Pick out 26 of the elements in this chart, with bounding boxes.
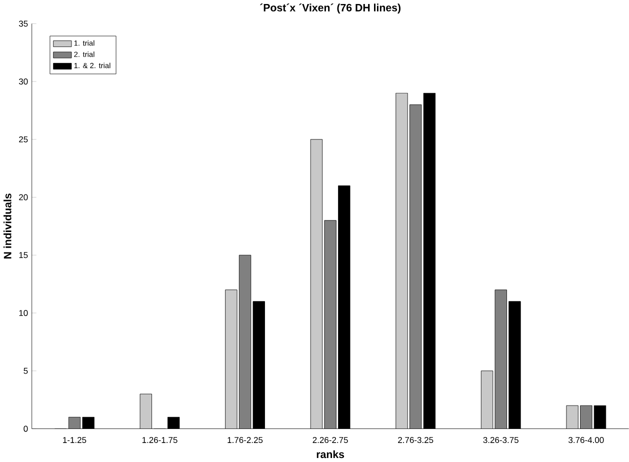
x-axis-title: ranks (316, 450, 344, 458)
x-tick-label: 1-1.25 (63, 437, 86, 444)
bar (495, 290, 507, 429)
y-tick-label: 30 (18, 78, 28, 85)
y-tick-label: 5 (24, 368, 28, 374)
y-tick-label: 15 (19, 252, 28, 258)
y-axis-title: N individuals (4, 194, 12, 259)
y-tick-label: 25 (19, 136, 28, 143)
x-tick-label: 1.76-2.25 (228, 437, 263, 444)
x-tick-label: 2.76-3.25 (398, 437, 434, 444)
x-tick-label: 2.26-2.75 (312, 437, 348, 444)
bar (82, 417, 94, 429)
x-tick-label: 3.76-4.00 (568, 437, 604, 444)
bar (239, 255, 251, 429)
x-tick-label: 1.26-1.75 (142, 437, 178, 444)
bar (580, 406, 592, 429)
bar (168, 417, 180, 429)
y-tick-label: 20 (19, 194, 28, 200)
y-tick-label: 0 (24, 426, 28, 432)
y-tick-label: 35 (18, 20, 28, 27)
x-tick-label: 3.26-3.75 (483, 437, 518, 444)
bar (140, 394, 152, 429)
bar (324, 220, 336, 429)
chart-title: ´Post´x ´Vixen´ (76 DH lines) (260, 4, 400, 14)
y-tick-label: 10 (19, 310, 28, 316)
bar (410, 104, 422, 429)
